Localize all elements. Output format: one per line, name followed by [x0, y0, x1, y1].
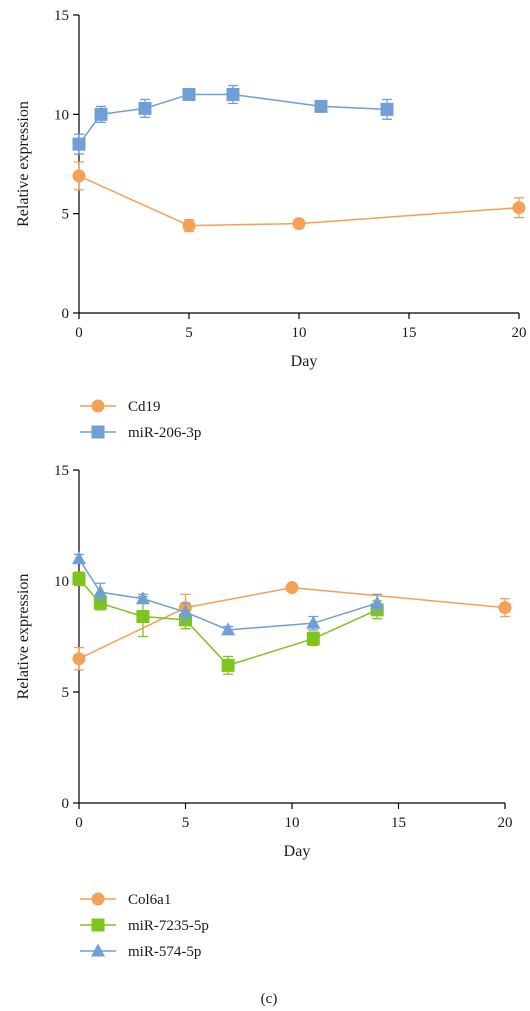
data-point [94, 107, 108, 121]
legend-label: Col6a1 [128, 892, 171, 908]
series-mir-206-3p [72, 84, 394, 155]
legend-marker [91, 425, 105, 439]
data-point [72, 551, 86, 565]
y-tick-label: 5 [62, 685, 70, 701]
data-point [93, 596, 107, 610]
data-point [370, 595, 385, 609]
data-point [138, 101, 152, 115]
data-point [221, 658, 235, 672]
data-point [72, 169, 86, 183]
series-line [78, 558, 378, 631]
x-axis-title: Day [284, 843, 311, 860]
data-point [292, 217, 306, 231]
legend-label: miR-206-3p [128, 425, 201, 441]
data-point [72, 652, 86, 666]
data-point [498, 601, 512, 615]
x-tick-label: 15 [391, 815, 406, 831]
series-mir-574-5p [72, 551, 385, 636]
y-tick-label: 10 [54, 574, 69, 590]
x-axis-title: Day [291, 353, 318, 370]
legend-item-mir-206-3p: miR-206-3p [80, 425, 201, 441]
legend-marker [91, 399, 105, 413]
legend-item-mir-7235-5p: miR-7235-5p [80, 918, 209, 934]
x-tick-label: 15 [402, 325, 417, 341]
data-point [178, 604, 193, 618]
x-tick-label: 10 [292, 325, 307, 341]
data-point [135, 591, 150, 605]
legend-label: miR-574-5p [128, 944, 201, 960]
x-tick-label: 10 [285, 815, 300, 831]
legend-marker [91, 918, 105, 932]
series-line [78, 175, 520, 227]
legend-label: Cd19 [128, 399, 161, 415]
x-tick-label: 20 [498, 815, 513, 831]
x-tick-label: 5 [182, 815, 190, 831]
series-line [78, 586, 506, 660]
data-point [182, 87, 196, 101]
data-point [182, 219, 196, 233]
data-point [93, 584, 108, 598]
legend-marker [91, 943, 105, 957]
y-tick-label: 0 [62, 306, 70, 322]
legend-label: miR-7235-5p [128, 918, 209, 934]
data-point [136, 610, 150, 624]
x-tick-label: 5 [185, 325, 193, 341]
series-col6a1 [72, 581, 512, 671]
y-axis-title: Relative expression [15, 101, 32, 227]
y-axis-title: Relative expression [15, 574, 32, 700]
y-tick-label: 5 [62, 207, 70, 223]
data-point [221, 622, 236, 636]
data-point [306, 632, 320, 646]
data-point [314, 99, 328, 113]
legend-item-cd19: Cd19 [80, 399, 161, 415]
data-point [226, 87, 240, 101]
chart-col6a1-mir7235-mir574: 0 5 10 15 0 5 10 15 20 Day Relative expression Col6… [15, 463, 513, 960]
y-tick-label: 0 [62, 796, 70, 812]
chart-cd19-mir206: 0 5 10 15 0 5 10 15 20 Day Relative expression Cd19… [15, 8, 527, 441]
x-tick-label: 0 [75, 815, 83, 831]
data-point [285, 581, 299, 595]
panel-label: (c) [261, 991, 278, 1007]
data-point [72, 572, 86, 586]
x-tick-label: 20 [512, 325, 527, 341]
data-point [72, 137, 86, 151]
legend-marker [91, 892, 105, 906]
x-tick-label: 0 [75, 325, 83, 341]
data-point [380, 102, 394, 116]
legend-item-mir-574-5p: miR-574-5p [80, 943, 201, 960]
y-tick-label: 15 [54, 463, 69, 479]
y-tick-label: 10 [54, 107, 69, 123]
series-cd19 [72, 161, 526, 233]
data-point [306, 615, 321, 629]
legend-item-col6a1: Col6a1 [80, 892, 171, 908]
data-point [512, 201, 526, 215]
y-tick-label: 15 [54, 8, 69, 24]
